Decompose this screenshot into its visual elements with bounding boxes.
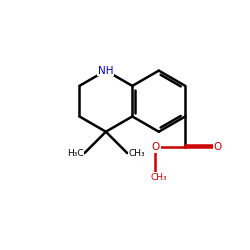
Text: H₃C: H₃C bbox=[67, 148, 83, 158]
Text: O: O bbox=[214, 142, 222, 152]
Text: O: O bbox=[152, 142, 160, 152]
Text: CH₃: CH₃ bbox=[150, 173, 167, 182]
Text: NH: NH bbox=[98, 66, 114, 76]
Text: CH₃: CH₃ bbox=[128, 148, 145, 158]
